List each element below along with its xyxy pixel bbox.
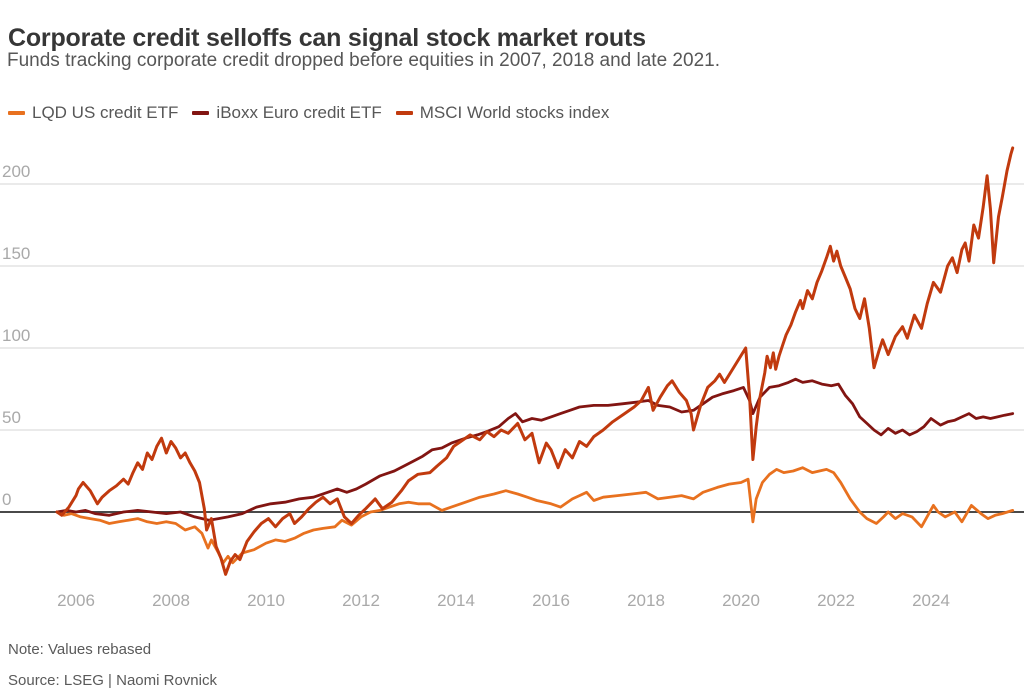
chart-source: Source: LSEG | Naomi Rovnick — [8, 672, 217, 689]
chart-subtitle: Funds tracking corporate credit dropped … — [7, 50, 720, 71]
y-axis-label: 50 — [2, 408, 21, 427]
x-axis-label: 2022 — [817, 591, 855, 610]
chart-legend: LQD US credit ETF iBoxx Euro credit ETF MS… — [8, 103, 609, 123]
chart-canvas: 0 50 100 150 200 2006 2008 2010 2012 2014 2016 2018… — [0, 146, 1024, 610]
y-axis-label: 200 — [2, 162, 30, 181]
legend-item-msci-world-stocks-index: MSCI World stocks index — [395, 103, 610, 123]
x-axis-label: 2020 — [722, 591, 760, 610]
legend-item-lqd-us-credit-etf: LQD US credit ETF — [8, 103, 178, 123]
x-axis-label: 2010 — [247, 591, 285, 610]
legend-label: LQD US credit ETF — [32, 103, 179, 122]
x-axis-label: 2006 — [57, 591, 95, 610]
x-axis-label: 2008 — [152, 591, 190, 610]
chart-note: Note: Values rebased — [8, 641, 152, 658]
y-axis-label: 150 — [2, 244, 30, 263]
legend-swatch-icon — [192, 111, 210, 115]
x-axis-label: 2016 — [532, 591, 570, 610]
legend-label: iBoxx Euro credit ETF — [216, 103, 382, 122]
series-line-lqd-us-credit-etf — [55, 466, 1015, 565]
series-line-iboxx-euro-credit-etf — [55, 377, 1015, 522]
x-axis-label: 2014 — [437, 591, 475, 610]
y-axis-label: 100 — [2, 326, 30, 345]
page-title: Corporate credit selloffs can signal sto… — [8, 23, 646, 52]
legend-swatch-icon — [8, 111, 25, 115]
x-axis-label: 2024 — [912, 591, 950, 610]
y-axis-label: 0 — [2, 490, 11, 509]
legend-label: MSCI World stocks index — [419, 103, 610, 122]
x-axis-label: 2018 — [627, 591, 665, 610]
x-axis-label: 2012 — [342, 591, 380, 610]
series-line-msci-world-stocks-index — [55, 146, 1015, 576]
legend-item-iboxx-euro-credit-etf: iBoxx Euro credit ETF — [192, 103, 382, 123]
legend-swatch-icon — [395, 111, 413, 115]
